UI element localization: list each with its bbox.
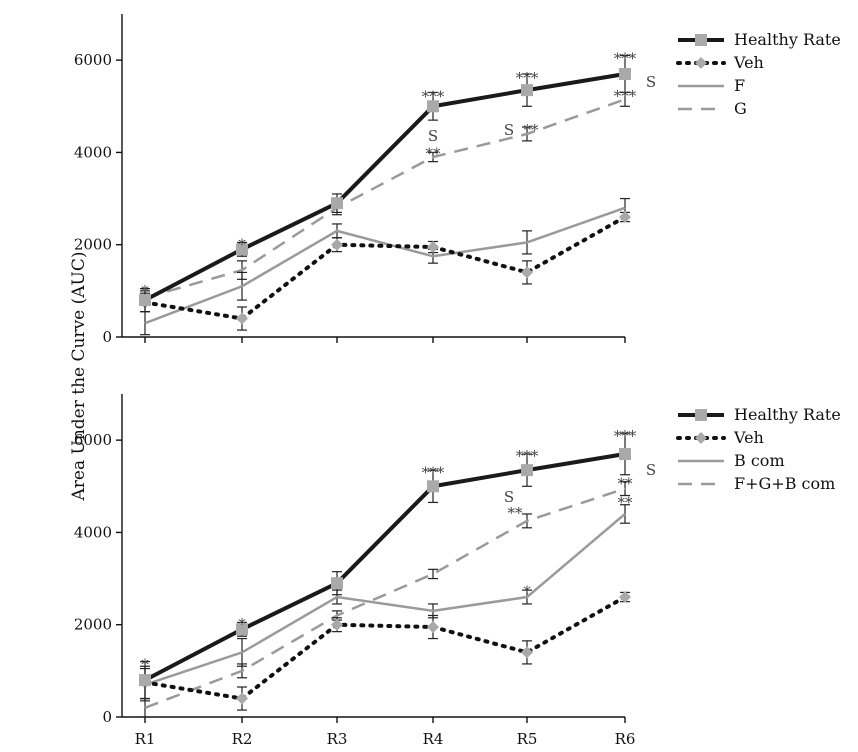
legend-marker (695, 57, 707, 69)
significance-marker: ** (426, 145, 442, 163)
significance-marker: *** (422, 463, 445, 481)
series-line (144, 487, 626, 709)
significance-marker: S (504, 121, 514, 139)
legend-label: Healthy Rate (734, 30, 841, 49)
legend-label: Veh (733, 428, 764, 447)
legend-marker (695, 432, 707, 444)
data-point (331, 238, 343, 251)
significance-marker: ** (618, 474, 634, 492)
y-tick-label: 6000 (74, 51, 112, 69)
data-point (427, 241, 439, 254)
y-tick-label: 0 (102, 328, 112, 346)
x-tick-label: R6 (615, 730, 636, 748)
significance-marker: *** (516, 447, 539, 465)
series-line (143, 595, 627, 701)
data-point (619, 67, 631, 80)
series-healthy-rate (139, 432, 631, 700)
significance-marker: * (141, 655, 149, 673)
legend-marker (695, 409, 707, 421)
series-line (143, 215, 627, 321)
y-axis-label: Area Under the Curve (AUC) (69, 251, 89, 501)
data-point (521, 464, 533, 477)
significance-marker: ** (524, 121, 540, 139)
series-line (144, 206, 626, 325)
series-line (144, 513, 626, 686)
series-veh (139, 211, 631, 331)
series-line (144, 452, 626, 682)
data-point (619, 447, 631, 460)
y-tick-label: 4000 (74, 523, 112, 541)
legend-label: G (734, 99, 747, 118)
data-point (139, 674, 151, 687)
series-line (144, 98, 626, 299)
significance-marker: S (646, 461, 656, 479)
legend-label: Healthy Rate (734, 405, 841, 424)
data-point (236, 692, 248, 705)
data-point (427, 100, 439, 113)
legend: Healthy Rate Veh FG (676, 30, 841, 118)
legend-label: Veh (733, 53, 764, 72)
significance-marker: * (238, 236, 246, 254)
data-point (521, 266, 533, 279)
data-point (236, 243, 248, 256)
data-point (331, 618, 343, 631)
significance-marker: *** (614, 427, 637, 445)
significance-marker: ** (508, 504, 524, 522)
legend-label: F+G+B com (734, 474, 835, 493)
series-line (144, 72, 626, 302)
significance-marker: S (428, 127, 438, 145)
significance-marker: * (523, 582, 531, 600)
data-point (139, 294, 151, 307)
significance-marker: *** (614, 87, 637, 105)
data-point (427, 480, 439, 493)
data-point (619, 211, 631, 224)
y-tick-label: 4000 (74, 143, 112, 161)
significance-marker: * (238, 615, 246, 633)
significance-marker: *** (614, 50, 637, 68)
data-point (331, 197, 343, 210)
significance-marker: *** (422, 88, 445, 106)
y-tick-label: 6000 (74, 431, 112, 449)
legend: Healthy Rate Veh B com F+G+B com (676, 405, 841, 493)
y-tick-label: 2000 (74, 236, 112, 254)
data-point (427, 621, 439, 634)
y-tick-label: 0 (102, 708, 112, 726)
x-tick-label: R1 (135, 730, 156, 748)
legend-label: B com (734, 451, 785, 470)
series-f-g-b-com (140, 481, 630, 718)
series-g (140, 91, 630, 306)
legend-label: F (734, 76, 745, 95)
significance-marker: S (646, 73, 656, 91)
y-tick-label: 2000 (74, 616, 112, 634)
data-point (236, 312, 248, 325)
significance-marker: ** (618, 493, 634, 511)
data-point (331, 577, 343, 590)
significance-marker: * (141, 282, 149, 300)
series-f (140, 197, 630, 336)
x-tick-label: R4 (423, 730, 444, 748)
data-point (236, 623, 248, 636)
series-veh (139, 591, 631, 711)
legend-marker (695, 34, 707, 46)
series-healthy-rate (139, 54, 631, 313)
x-tick-label: R5 (517, 730, 538, 748)
significance-marker: S (504, 488, 514, 506)
data-point (521, 84, 533, 97)
x-tick-label: R2 (232, 730, 253, 748)
significance-marker: *** (516, 69, 539, 87)
data-point (521, 646, 533, 659)
x-tick-label: R3 (327, 730, 348, 748)
data-point (619, 591, 631, 604)
